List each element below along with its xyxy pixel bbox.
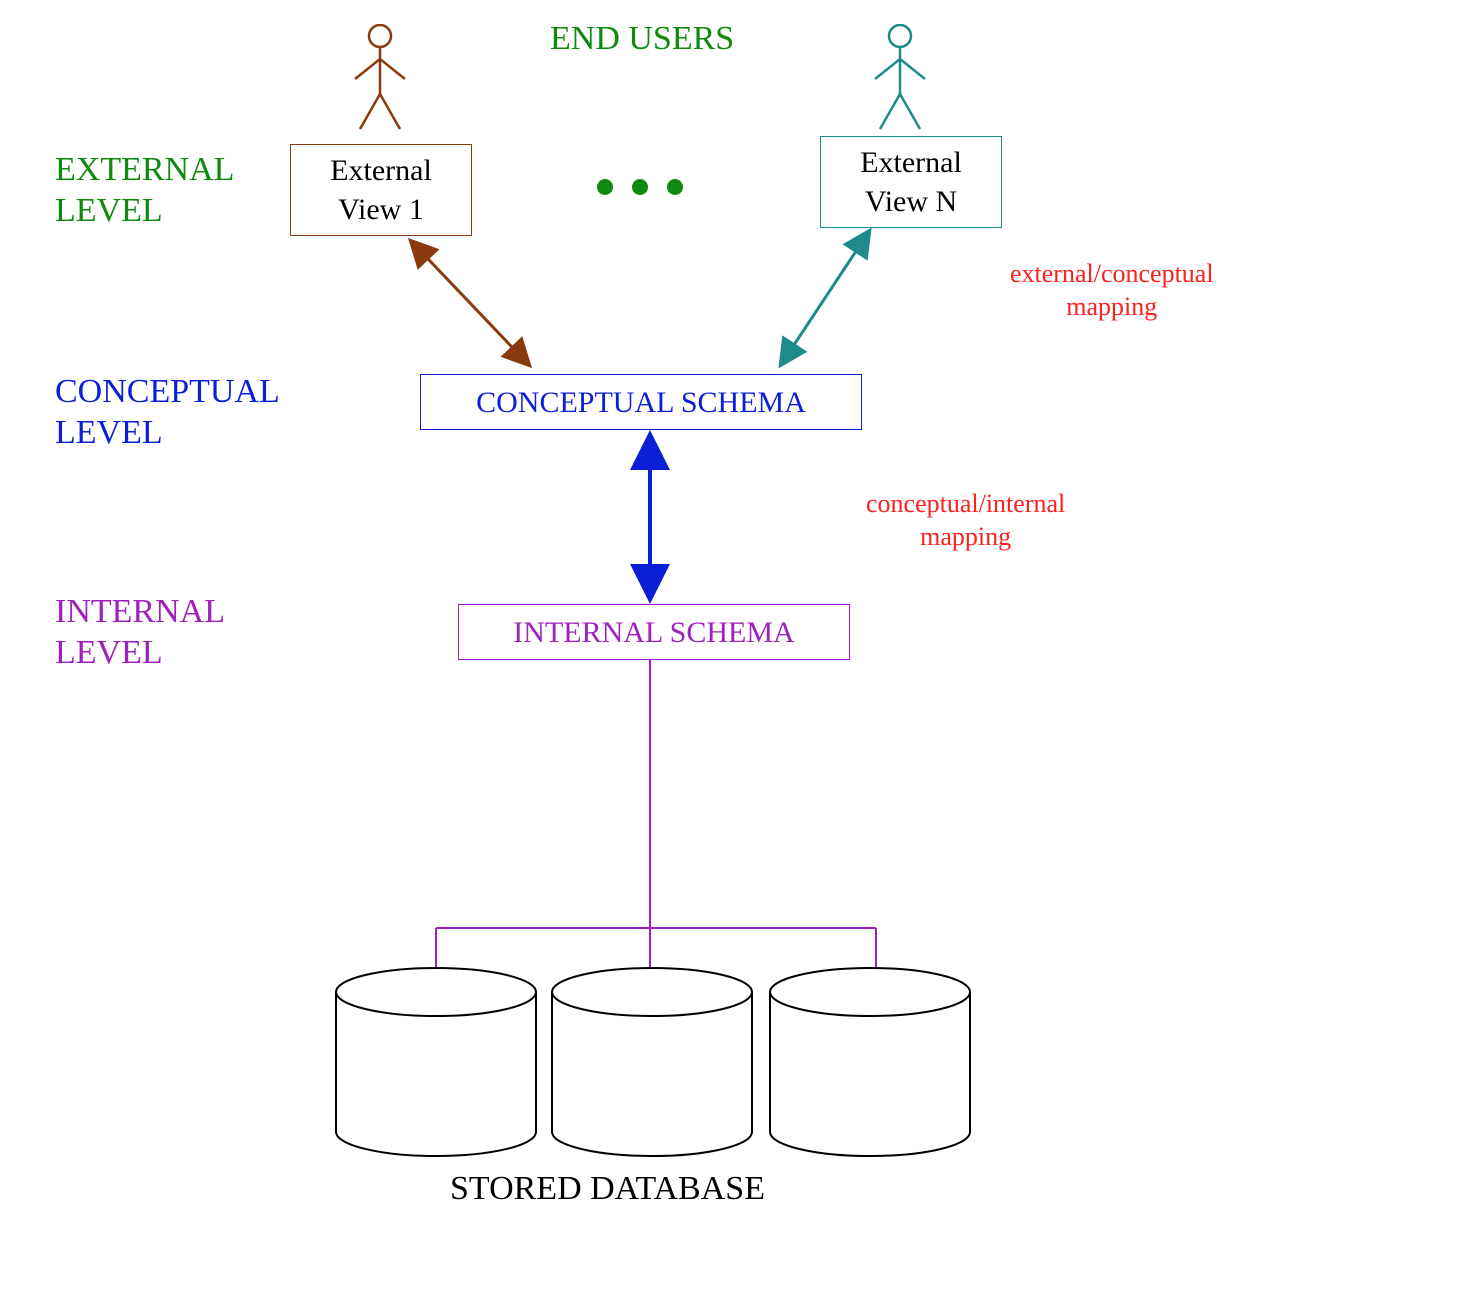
box-text: INTERNAL SCHEMA bbox=[513, 613, 794, 652]
label-line: conceptual/internal bbox=[866, 489, 1065, 518]
label-line: external/conceptual bbox=[1010, 259, 1214, 288]
label-line: mapping bbox=[920, 522, 1011, 551]
ellipsis-icon bbox=[590, 172, 700, 202]
label-line: LEVEL bbox=[55, 192, 163, 229]
box-line: External bbox=[860, 143, 962, 182]
label-line: LEVEL bbox=[55, 634, 163, 671]
storage-tree bbox=[436, 660, 876, 974]
cylinder-2 bbox=[552, 968, 752, 1156]
external-view-1-box: External View 1 bbox=[290, 144, 472, 236]
user-icon-2 bbox=[865, 24, 935, 134]
external-level-label: EXTERNAL LEVEL bbox=[55, 150, 234, 232]
box-line: View N bbox=[865, 182, 957, 221]
diagram-canvas: END USERS EXTERNAL LEVEL CONCEPTUAL LEVE… bbox=[0, 0, 1479, 1308]
arrow-viewn-conceptual bbox=[780, 230, 870, 366]
label-line: INTERNAL bbox=[55, 593, 225, 630]
user-icon-1 bbox=[345, 24, 415, 134]
external-conceptual-mapping-label: external/conceptual mapping bbox=[1010, 258, 1214, 323]
cylinder-3 bbox=[770, 968, 970, 1156]
label-line: EXTERNAL bbox=[55, 151, 234, 188]
end-users-label: END USERS bbox=[550, 20, 734, 58]
conceptual-internal-mapping-label: conceptual/internal mapping bbox=[866, 488, 1065, 553]
internal-level-label: INTERNAL LEVEL bbox=[55, 592, 225, 674]
box-line: External bbox=[330, 151, 432, 190]
cylinder-1 bbox=[336, 968, 536, 1156]
internal-schema-box: INTERNAL SCHEMA bbox=[458, 604, 850, 660]
label-line: mapping bbox=[1066, 292, 1157, 321]
conceptual-schema-box: CONCEPTUAL SCHEMA bbox=[420, 374, 862, 430]
box-line: View 1 bbox=[338, 190, 424, 229]
box-text: CONCEPTUAL SCHEMA bbox=[476, 383, 806, 422]
conceptual-level-label: CONCEPTUAL LEVEL bbox=[55, 372, 280, 454]
label-line: CONCEPTUAL bbox=[55, 373, 280, 410]
external-view-n-box: External View N bbox=[820, 136, 1002, 228]
arrow-view1-conceptual bbox=[410, 240, 530, 366]
stored-database-label: STORED DATABASE bbox=[450, 1170, 765, 1208]
label-line: LEVEL bbox=[55, 414, 163, 451]
